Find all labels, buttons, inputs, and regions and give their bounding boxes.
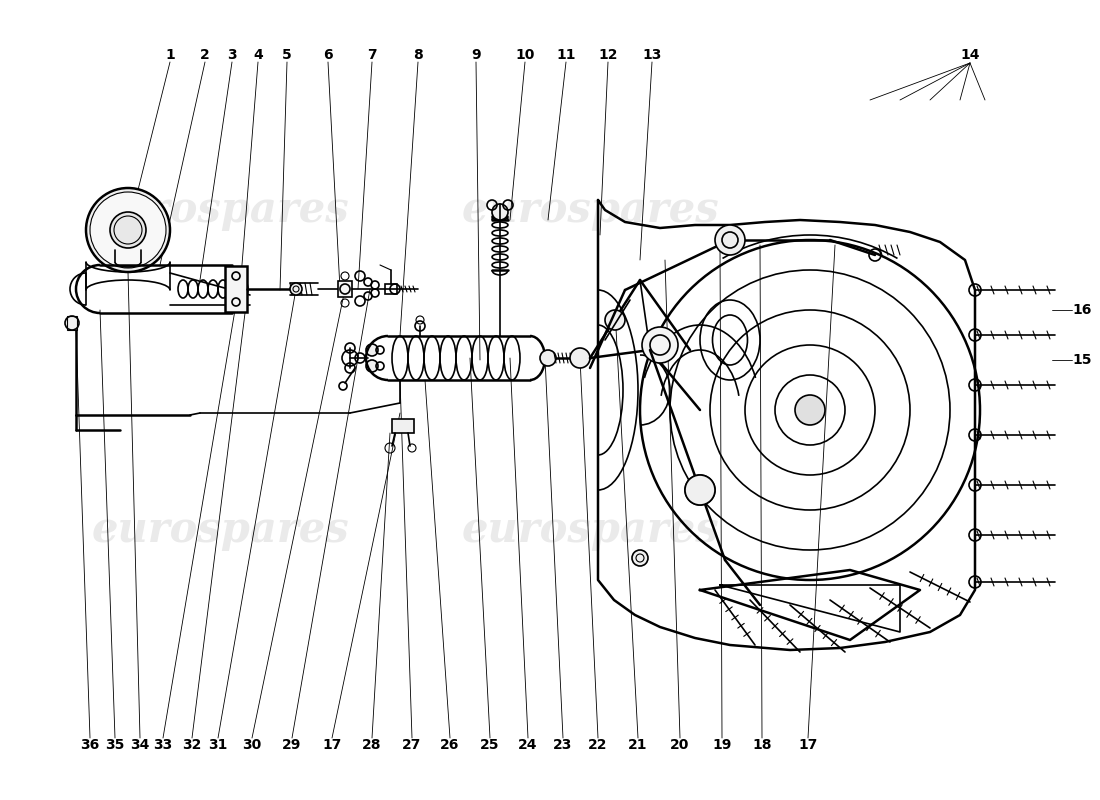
Text: eurospares: eurospares: [91, 189, 349, 231]
Text: 32: 32: [183, 738, 201, 752]
Text: eurospares: eurospares: [461, 509, 718, 551]
Text: 34: 34: [130, 738, 150, 752]
Circle shape: [366, 344, 378, 356]
Text: 29: 29: [283, 738, 301, 752]
Bar: [226, 266, 248, 312]
Text: 17: 17: [799, 738, 817, 752]
Text: 21: 21: [628, 738, 648, 752]
Circle shape: [795, 395, 825, 425]
Text: 8: 8: [414, 48, 422, 62]
Circle shape: [492, 204, 508, 220]
Text: 6: 6: [323, 48, 333, 62]
Bar: [67, 316, 77, 330]
Text: 17: 17: [322, 738, 342, 752]
Text: 16: 16: [1072, 303, 1091, 317]
Circle shape: [715, 225, 745, 255]
Text: 24: 24: [518, 738, 538, 752]
Circle shape: [290, 283, 303, 295]
Text: 14: 14: [960, 48, 980, 62]
Circle shape: [605, 310, 625, 330]
Text: 27: 27: [403, 738, 421, 752]
Text: 12: 12: [598, 48, 618, 62]
Text: 3: 3: [228, 48, 236, 62]
Text: 20: 20: [670, 738, 690, 752]
Circle shape: [86, 188, 170, 272]
Text: 23: 23: [553, 738, 573, 752]
Circle shape: [110, 212, 146, 248]
Text: 30: 30: [242, 738, 262, 752]
Text: eurospares: eurospares: [91, 509, 349, 551]
Text: 26: 26: [440, 738, 460, 752]
Text: 10: 10: [515, 48, 535, 62]
Circle shape: [540, 350, 556, 366]
Text: 4: 4: [253, 48, 263, 62]
Circle shape: [570, 348, 590, 368]
Circle shape: [685, 475, 715, 505]
Text: 2: 2: [200, 48, 210, 62]
Text: 5: 5: [282, 48, 292, 62]
Text: 22: 22: [588, 738, 607, 752]
Bar: [338, 281, 352, 297]
Text: 25: 25: [481, 738, 499, 752]
Text: 19: 19: [713, 738, 732, 752]
Text: 15: 15: [1072, 353, 1091, 367]
Text: 33: 33: [153, 738, 173, 752]
Text: 1: 1: [165, 48, 175, 62]
Text: 11: 11: [557, 48, 575, 62]
Text: 13: 13: [642, 48, 662, 62]
Circle shape: [65, 316, 79, 330]
Text: 7: 7: [367, 48, 377, 62]
Text: eurospares: eurospares: [461, 189, 718, 231]
Circle shape: [632, 550, 648, 566]
Text: 35: 35: [106, 738, 124, 752]
Text: 9: 9: [471, 48, 481, 62]
Circle shape: [642, 327, 678, 363]
Bar: [392, 419, 414, 433]
Text: 31: 31: [208, 738, 228, 752]
Circle shape: [366, 360, 378, 372]
Text: 36: 36: [80, 738, 100, 752]
Bar: [385, 284, 397, 294]
Text: 18: 18: [752, 738, 772, 752]
Text: 28: 28: [362, 738, 382, 752]
Circle shape: [90, 192, 166, 268]
